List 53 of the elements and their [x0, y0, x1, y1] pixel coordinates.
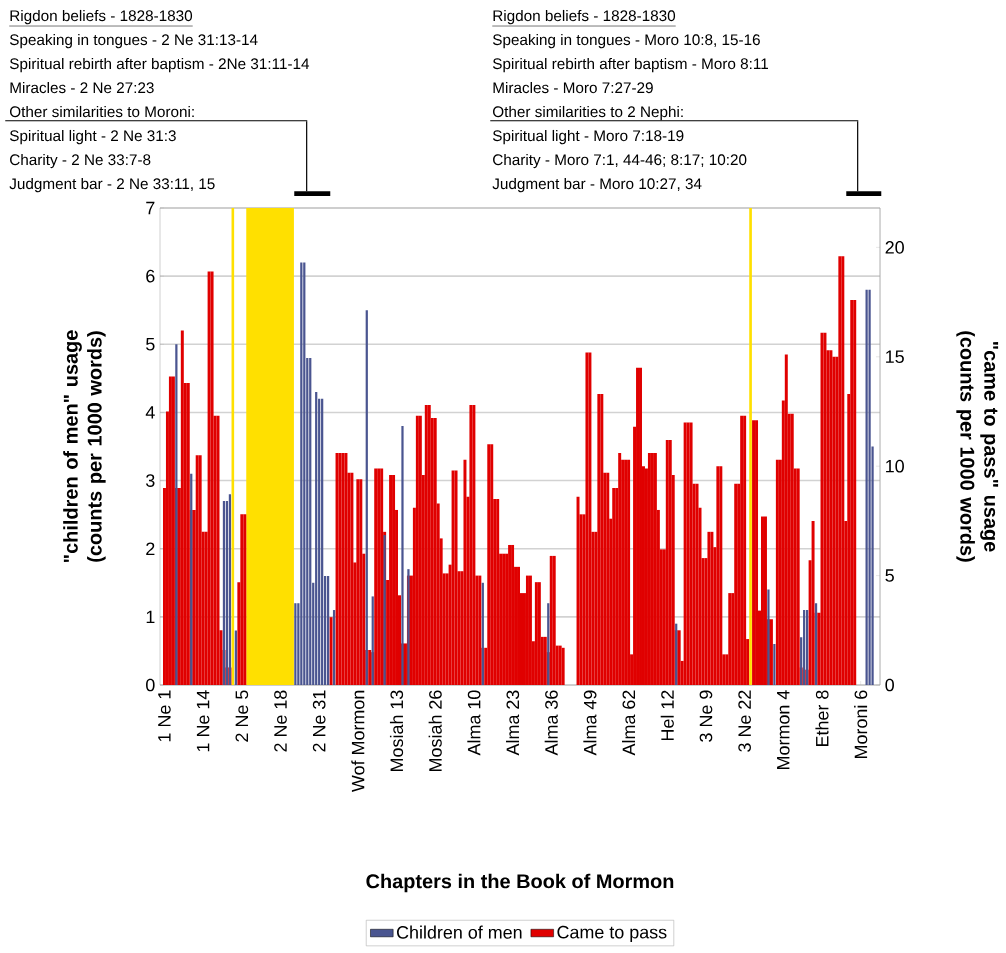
- y2-tick-label: 5: [885, 569, 894, 582]
- x-tick-label: 2 Ne 31: [312, 690, 326, 752]
- x-tick-label: Hel 12: [660, 690, 674, 741]
- text: Charity - 2 Ne 33:7-8: [10, 153, 151, 169]
- x-tick-label: Moroni 6: [854, 690, 868, 758]
- y-axis-title: "children of men" usage (counts per 1000 words): [63, 330, 106, 563]
- x-tick-label: 3 Ne 22: [738, 690, 751, 752]
- text: Other similarities to Moroni:: [9, 105, 194, 118]
- x-tick-label: Alma 36: [544, 690, 558, 756]
- text: Spiritual rebirth after baptism - Moro 8:11: [492, 57, 768, 73]
- text: Miracles - 2 Ne 27:23: [10, 81, 154, 94]
- text: Spiritual light - Moro 7:18-19: [492, 129, 684, 145]
- x-tick-label: 1 Ne 1: [158, 690, 171, 742]
- y2-tick-label: 20: [885, 241, 904, 254]
- x-tick-label: 2 Ne 18: [274, 690, 287, 752]
- y-tick-label: 2: [146, 542, 155, 555]
- x-tick-label: 2 Ne 5: [235, 690, 249, 742]
- x-tick-label: Alma 23: [505, 690, 520, 756]
- y2-axis-title: "came to pass" usage (counts per 1000 words): [956, 331, 999, 562]
- y2-tick-label: 0: [885, 678, 894, 692]
- y-tick-label: 5: [146, 338, 155, 351]
- text: Judgment bar - Moro 10:27, 34: [492, 177, 702, 193]
- text: Judgment bar - 2 Ne 33:11, 15: [9, 177, 215, 193]
- x-axis-title: Chapters in the Book of Mormon: [366, 873, 674, 893]
- x-tick-label: Ether 8: [815, 690, 829, 747]
- x-tick-label: Mosiah 26: [428, 690, 442, 771]
- x-tick-label: 3 Ne 9: [699, 690, 713, 742]
- y2-tick-label: 15: [886, 350, 904, 364]
- text: Speaking in tongues - 2 Ne 31:13-14: [9, 33, 258, 49]
- y2-tick-label: 10: [886, 459, 904, 473]
- x-tick-label: 1 Ne 14: [196, 690, 210, 752]
- legend-label: Children of men: [396, 925, 522, 939]
- x-tick-label: Alma 49: [583, 690, 597, 756]
- text: Other similarities to 2 Nephi:: [493, 105, 683, 121]
- y-tick-label: 6: [146, 269, 155, 283]
- y-tick-label: 4: [145, 406, 155, 419]
- y-tick-label: 7: [146, 201, 155, 215]
- y-tick-label: 0: [146, 678, 155, 692]
- text: Rigdon beliefs - 1828-1830: [10, 9, 193, 25]
- y-tick-label: 3: [146, 474, 155, 487]
- text: Speaking in tongues - Moro 10:8, 15-16: [492, 33, 760, 49]
- x-tick-label: Alma 62: [622, 690, 636, 756]
- text: Spiritual light - 2 Ne 31:3: [9, 129, 176, 145]
- y-tick-label: 1: [146, 610, 155, 624]
- text: Rigdon beliefs - 1828-1830: [493, 9, 676, 25]
- x-tick-label: Alma 10: [467, 690, 481, 756]
- text: Charity - Moro 7:1, 44-46; 8:17; 10:20: [493, 153, 747, 169]
- text: Spiritual rebirth after baptism - 2Ne 31:11-14: [9, 57, 310, 73]
- x-tick-label: Wof Mormon: [351, 690, 365, 792]
- legend-label: Came to pass: [557, 925, 667, 943]
- x-tick-label: Mosiah 13: [389, 690, 404, 771]
- text: Miracles - Moro 7:27-29: [493, 81, 653, 94]
- x-tick-label: Mormon 4: [777, 690, 790, 769]
